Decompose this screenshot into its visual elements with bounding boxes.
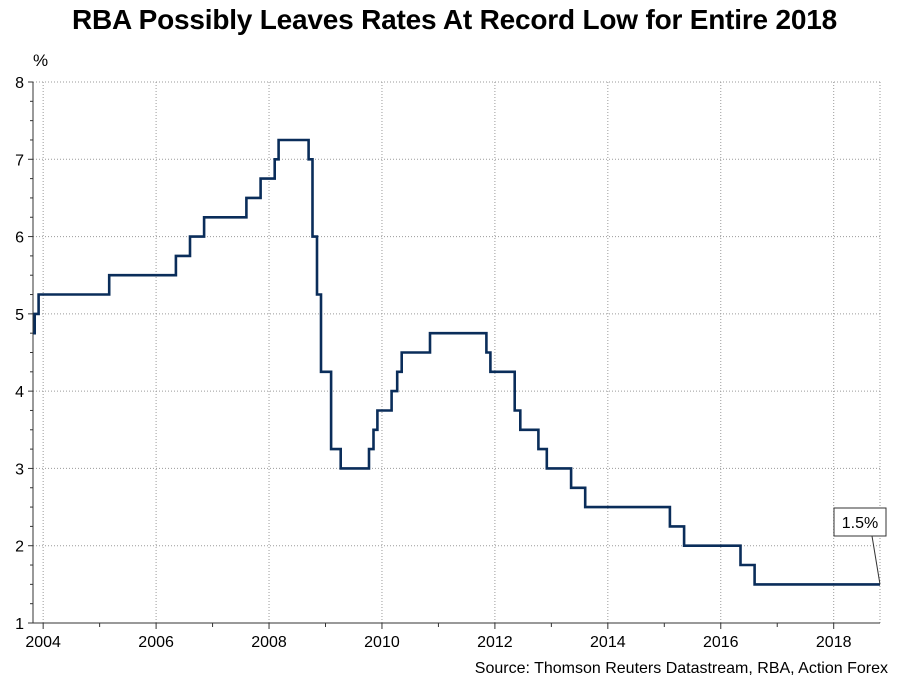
series-line [33,138,880,586]
x-tick-label: 2004 [25,634,61,651]
chart-title: RBA Possibly Leaves Rates At Record Low … [72,4,837,35]
series-layer [33,138,880,586]
x-tick-label: 2012 [477,634,513,651]
x-tick-label: 2016 [703,634,739,651]
y-tick-label: 5 [15,307,24,324]
annotation-layer: 1.5% [833,507,887,585]
y-tick-label: 1 [15,616,24,633]
y-tick-label: 2 [15,539,24,556]
y-tick-label: 4 [15,384,24,401]
x-tick-label: 2014 [590,634,626,651]
y-tick-label: 3 [15,461,24,478]
x-tick-label: 2018 [816,634,852,651]
callout-leader-line [871,535,881,585]
x-tick-label: 2008 [251,634,287,651]
y-axis-unit-label: % [33,51,48,70]
source-note: Source: Thomson Reuters Datastream, RBA,… [474,660,888,677]
callout-label: 1.5% [842,515,878,532]
y-tick-label: 7 [15,152,24,169]
x-tick-label: 2010 [364,634,400,651]
axis-layer: 1 2 3 4 5 6 7 8 2004 2006 2008 2010 2012 2014 2016 2018 [15,75,880,651]
callout-box [833,507,887,537]
y-tick-label: 6 [15,230,24,247]
grid-layer [33,81,881,623]
x-tick-label: 2006 [138,634,174,651]
y-tick-label: 8 [15,75,24,92]
